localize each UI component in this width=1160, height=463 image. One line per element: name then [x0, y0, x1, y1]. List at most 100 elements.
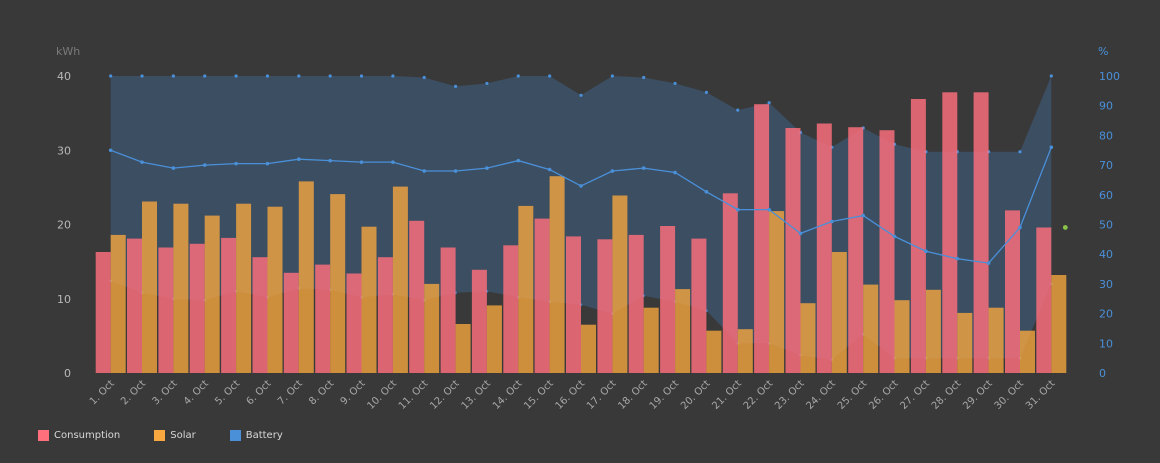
bar-solar[interactable] — [455, 324, 471, 373]
battery-point[interactable] — [641, 166, 646, 170]
battery-max-point[interactable] — [485, 81, 489, 86]
battery-max-point[interactable] — [1018, 150, 1022, 154]
bar-solar[interactable] — [204, 215, 220, 373]
battery-point[interactable] — [830, 219, 834, 224]
battery-point[interactable] — [140, 160, 144, 164]
battery-max-point[interactable] — [328, 74, 332, 78]
bar-consumption[interactable] — [973, 92, 989, 374]
battery-max-point[interactable] — [736, 108, 740, 112]
battery-point[interactable] — [861, 213, 865, 218]
battery-point[interactable] — [391, 160, 395, 164]
battery-point[interactable] — [798, 231, 803, 236]
bar-consumption[interactable] — [409, 220, 425, 373]
bar-solar[interactable] — [486, 305, 502, 373]
battery-max-point[interactable] — [673, 81, 677, 86]
bar-solar[interactable] — [549, 176, 565, 373]
bar-consumption[interactable] — [566, 236, 581, 373]
bar-consumption[interactable] — [628, 234, 644, 373]
bar-consumption[interactable] — [910, 99, 926, 373]
bar-solar[interactable] — [173, 203, 189, 373]
legend-item-solar[interactable]: Solar — [154, 430, 196, 441]
bar-solar[interactable] — [863, 284, 879, 373]
bar-solar[interactable] — [298, 181, 314, 373]
bar-solar[interactable] — [267, 206, 283, 373]
bar-consumption[interactable] — [722, 193, 738, 373]
battery-max-point[interactable] — [109, 74, 113, 78]
battery-max-point[interactable] — [453, 84, 458, 88]
battery-point[interactable] — [328, 158, 332, 163]
battery-max-point[interactable] — [642, 75, 646, 80]
battery-point[interactable] — [986, 261, 991, 265]
battery-max-point[interactable] — [234, 74, 238, 78]
battery-point[interactable] — [234, 161, 238, 166]
battery-point[interactable] — [265, 161, 270, 166]
battery-max-point[interactable] — [140, 74, 144, 78]
bar-solar[interactable] — [894, 300, 910, 373]
battery-max-point[interactable] — [297, 74, 301, 78]
bar-consumption[interactable] — [189, 243, 205, 373]
battery-max-point[interactable] — [359, 74, 364, 78]
battery-max-point[interactable] — [516, 74, 520, 78]
bar-consumption[interactable] — [252, 257, 268, 373]
bar-consumption[interactable] — [942, 92, 958, 374]
bar-consumption[interactable] — [377, 257, 393, 373]
battery-point[interactable] — [171, 166, 176, 170]
bar-solar[interactable] — [518, 205, 534, 373]
battery-max-point[interactable] — [548, 74, 552, 78]
bar-consumption[interactable] — [785, 128, 801, 373]
bar-consumption[interactable] — [503, 245, 519, 373]
battery-point[interactable] — [673, 170, 677, 175]
battery-point[interactable] — [735, 207, 740, 212]
battery-point[interactable] — [485, 166, 489, 170]
bar-solar[interactable] — [800, 303, 816, 373]
bar-consumption[interactable] — [691, 238, 707, 373]
legend-item-consumption[interactable]: Consumption — [38, 430, 120, 441]
bar-solar[interactable] — [110, 234, 126, 373]
bar-consumption[interactable] — [283, 272, 299, 373]
bar-consumption[interactable] — [315, 264, 331, 373]
bar-solar[interactable] — [737, 329, 753, 373]
bar-solar[interactable] — [581, 324, 596, 373]
bar-solar[interactable] — [392, 186, 408, 373]
battery-point[interactable] — [1018, 225, 1022, 230]
battery-max-point[interactable] — [265, 74, 270, 78]
battery-point[interactable] — [1049, 145, 1054, 150]
bar-solar[interactable] — [330, 194, 346, 373]
bar-solar[interactable] — [1020, 330, 1035, 373]
battery-max-point[interactable] — [704, 90, 709, 94]
bar-consumption[interactable] — [346, 273, 362, 374]
battery-point[interactable] — [516, 158, 521, 163]
bar-consumption[interactable] — [158, 247, 174, 374]
bar-consumption[interactable] — [597, 239, 613, 373]
bar-consumption[interactable] — [816, 123, 832, 374]
bar-consumption[interactable] — [1005, 210, 1020, 373]
bar-consumption[interactable] — [221, 237, 237, 373]
bar-solar[interactable] — [424, 283, 440, 373]
battery-point[interactable] — [892, 234, 897, 239]
bar-solar[interactable] — [675, 289, 691, 373]
highlight-point[interactable] — [1062, 225, 1068, 230]
battery-max-point[interactable] — [610, 74, 614, 78]
bar-consumption[interactable] — [1036, 227, 1052, 374]
bar-consumption[interactable] — [127, 238, 142, 373]
battery-point[interactable] — [453, 169, 458, 173]
battery-point[interactable] — [924, 249, 928, 254]
bar-consumption[interactable] — [471, 269, 487, 373]
bar-consumption[interactable] — [660, 226, 676, 373]
battery-max-point[interactable] — [579, 93, 583, 97]
bar-consumption[interactable] — [879, 130, 895, 373]
bar-consumption[interactable] — [95, 252, 111, 373]
bar-solar[interactable] — [769, 211, 785, 373]
bar-solar[interactable] — [643, 307, 659, 373]
bar-consumption[interactable] — [848, 127, 864, 373]
battery-point[interactable] — [422, 169, 427, 173]
battery-max-point[interactable] — [422, 75, 426, 80]
battery-point[interactable] — [704, 190, 709, 194]
battery-max-point[interactable] — [171, 74, 175, 78]
battery-point[interactable] — [610, 169, 615, 173]
bar-consumption[interactable] — [534, 218, 550, 373]
battery-point[interactable] — [202, 163, 207, 167]
bar-solar[interactable] — [142, 201, 157, 374]
bar-solar[interactable] — [831, 252, 847, 373]
legend-item-battery[interactable]: Battery — [229, 430, 283, 441]
